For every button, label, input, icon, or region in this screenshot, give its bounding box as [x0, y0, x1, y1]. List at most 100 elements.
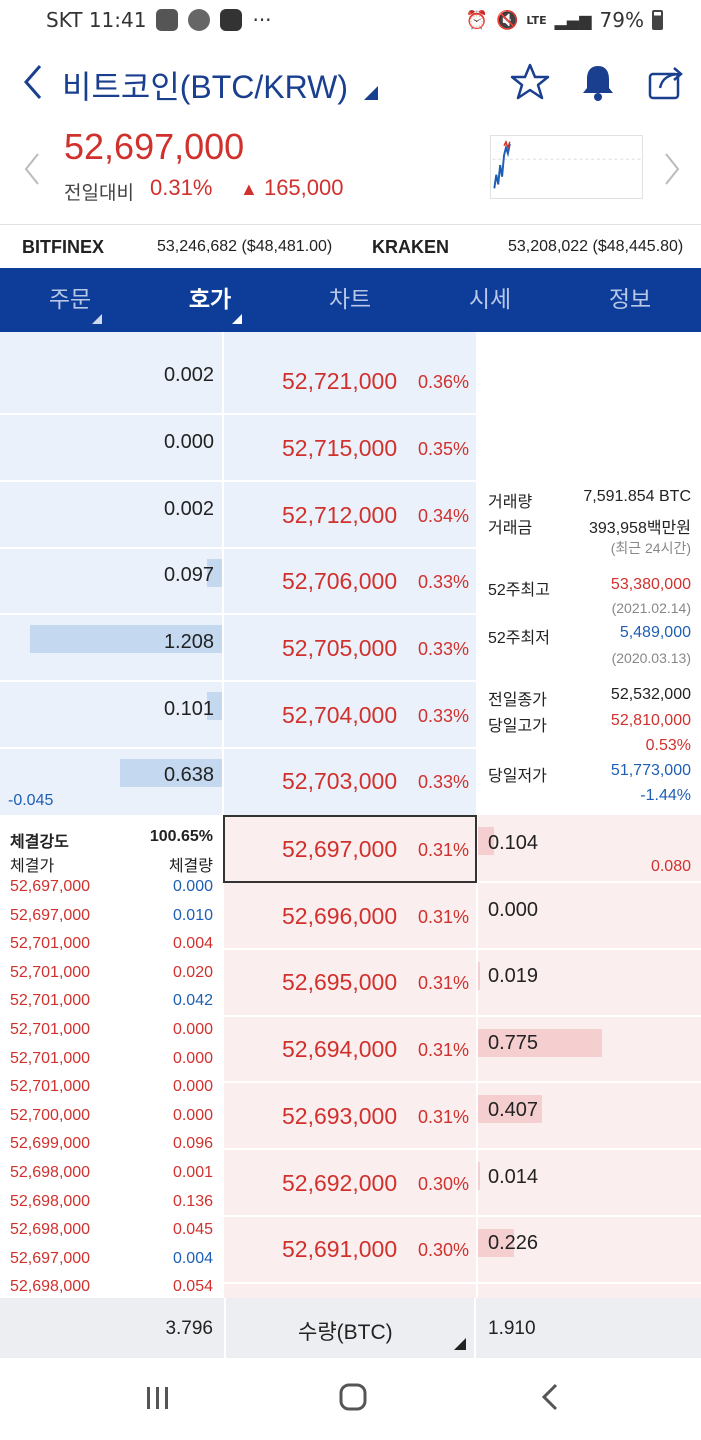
up-triangle-icon: ▲ [240, 179, 258, 199]
mini-chart[interactable] [490, 135, 643, 199]
back-icon[interactable] [18, 62, 50, 102]
amount-label: 거래금 [488, 520, 533, 537]
bell-icon[interactable] [578, 62, 618, 102]
ask-pct: 0.33% [418, 639, 470, 659]
mute-icon: 🔇 [495, 9, 519, 31]
gallery-icon [156, 9, 179, 31]
tab-label: 호가 [188, 287, 232, 313]
row-divider [0, 413, 476, 415]
trade-qty-header: 체결량 [168, 858, 213, 875]
bid-qty: 0.775 [488, 1032, 539, 1054]
back-nav-icon[interactable] [538, 1382, 562, 1412]
bid-price: 52,694,000 [282, 1036, 398, 1062]
next-coin-icon[interactable] [662, 152, 682, 186]
day-low-label: 당일저가 [488, 768, 547, 785]
unit-selector[interactable]: 수량(BTC) [224, 1298, 476, 1358]
tab-orderbook[interactable]: 호가 [140, 268, 280, 332]
bid-price: 52,692,000 [282, 1170, 398, 1196]
app-icon [188, 9, 211, 31]
ask-price: 52,721,000 [282, 368, 398, 394]
trade-qty: 0.054 [172, 1278, 213, 1296]
ask-price: 52,704,000 [282, 702, 398, 728]
row-divider [224, 1148, 701, 1150]
bid-total: 1.910 [488, 1318, 536, 1339]
bid-diff: 0.080 [650, 858, 691, 875]
row-divider [224, 948, 701, 950]
row-divider [224, 1282, 701, 1284]
ask-qty-bar [30, 625, 222, 653]
ask-price: 52,706,000 [282, 568, 398, 594]
order-book: 0.002 52,721,000 0.36% 0.000 52,715,000 … [0, 332, 701, 1298]
row-divider [0, 480, 476, 482]
ask-qty: 0.101 [163, 698, 214, 720]
strength-label: 체결강도 [10, 834, 69, 851]
prev-close-label: 전일종가 [488, 692, 547, 709]
prev-coin-icon[interactable] [22, 152, 42, 186]
trade-qty: 0.000 [172, 1021, 213, 1038]
bid-qty: 0.000 [488, 899, 539, 921]
bid-qty-bar [478, 1162, 480, 1190]
trade-price: 52,701,000 [10, 992, 91, 1010]
bid-qty: 0.019 [488, 965, 539, 987]
bid-qty-bar [478, 962, 480, 990]
trade-price: 52,698,000 [10, 1192, 91, 1210]
trade-price: 52,701,000 [10, 1078, 91, 1096]
trade-qty: 0.001 [172, 1164, 213, 1181]
day-low-value: 51,773,000 [610, 762, 691, 779]
tab-chart[interactable]: 차트 [280, 268, 420, 332]
bid-pct: 0.30% [418, 1240, 470, 1260]
ask-pct: 0.36% [418, 372, 470, 392]
low52-value: 5,489,000 [619, 624, 691, 641]
orderbook-footer: 3.796 수량(BTC) 1.910 [0, 1298, 701, 1358]
trade-price: 52,697,000 [10, 906, 91, 924]
tab-info[interactable]: 정보 [560, 268, 700, 332]
bid-price: 52,691,000 [282, 1236, 398, 1262]
bid-qty-bar [478, 1229, 514, 1257]
trade-price: 52,701,000 [10, 1049, 91, 1067]
carrier-time: SKT 11:41 [46, 8, 147, 32]
page-title[interactable]: 비트코인(BTC/KRW) [62, 69, 349, 105]
star-icon[interactable] [510, 62, 550, 102]
trade-price: 52,700,000 [10, 1106, 91, 1124]
ask-pct: 0.33% [418, 706, 470, 726]
ask-price: 52,703,000 [282, 768, 398, 794]
tab-caret-icon [92, 314, 102, 324]
trade-price: 52,698,000 [10, 1164, 91, 1181]
share-icon[interactable] [646, 62, 686, 102]
tab-bar: 주문 호가 차트 시세 정보 [0, 268, 701, 332]
low52-label: 52주최저 [488, 630, 550, 647]
row-divider [224, 1015, 701, 1017]
trade-price: 52,697,000 [10, 1249, 91, 1267]
high52-date: (2021.02.14) [611, 600, 691, 616]
trade-price: 52,697,000 [10, 878, 91, 895]
lte-label: LTE [526, 13, 547, 27]
home-icon[interactable] [338, 1382, 368, 1412]
trade-qty: 0.096 [172, 1135, 213, 1153]
ask-total: 3.796 [165, 1318, 213, 1339]
ask-qty-area-top [0, 332, 222, 346]
change-amount-value: 165,000 [263, 175, 344, 200]
bid-qty-bar [478, 1095, 542, 1123]
recent-apps-icon[interactable] [144, 1384, 172, 1412]
volume-value: 7,591.854 BTC [583, 488, 691, 505]
ask-qty-bar [207, 692, 222, 720]
day-high-pct: 0.53% [645, 737, 691, 754]
trade-price: 52,701,000 [10, 1021, 91, 1038]
trade-qty: 0.000 [172, 878, 213, 895]
bid-price: 52,696,000 [282, 903, 398, 929]
unit-label: 수량(BTC) [298, 1321, 393, 1344]
trade-qty: 0.004 [172, 935, 213, 953]
tab-quotes[interactable]: 시세 [420, 268, 560, 332]
bid-pct: 0.31% [418, 1107, 470, 1127]
tab-order[interactable]: 주문 [0, 268, 140, 332]
bid-pct: 0.30% [418, 1174, 470, 1194]
x-icon [220, 9, 243, 31]
title-dropdown-icon[interactable] [364, 86, 378, 100]
unit-dropdown-icon [454, 1338, 466, 1350]
ask-qty-bar [207, 559, 222, 587]
bid-pct: 0.31% [418, 973, 470, 993]
trade-price: 52,698,000 [10, 1278, 91, 1296]
battery-text: 79% [599, 8, 644, 32]
trade-qty: 0.000 [172, 1106, 213, 1124]
tab-label: 시세 [468, 287, 512, 313]
